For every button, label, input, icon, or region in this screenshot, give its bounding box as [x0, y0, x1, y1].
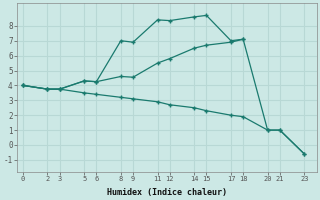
X-axis label: Humidex (Indice chaleur): Humidex (Indice chaleur) [107, 188, 227, 197]
